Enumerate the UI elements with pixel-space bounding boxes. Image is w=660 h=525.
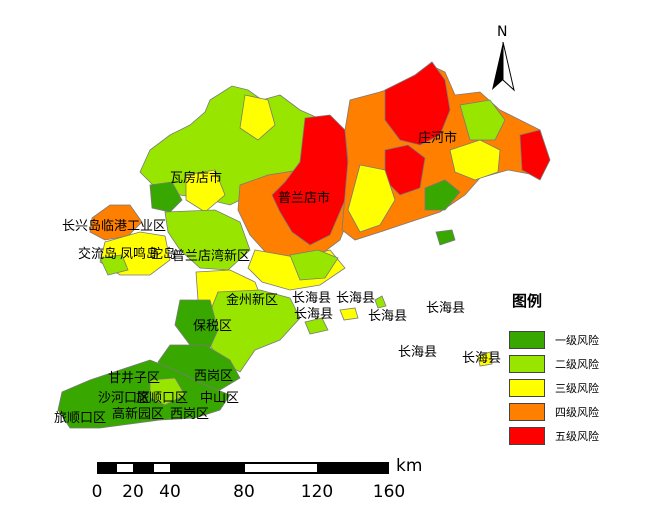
label-pulandianwan: 普兰店湾新区 (172, 248, 250, 264)
place-labels: 庄河市 瓦房店市 普兰店市 长兴岛临港工业区 交流岛 凤鸣岛 驼岛 普兰店湾新区… (54, 130, 501, 426)
island-small-4 (99, 254, 129, 276)
scale-bar-frame (97, 462, 389, 474)
island-small-5 (374, 295, 387, 309)
label-lvshun-2: 旅顺口区 (54, 411, 106, 426)
region-changxing-orange (89, 204, 143, 241)
label-changhai-5: 长海县 (426, 301, 465, 316)
region-wafangdian-green (149, 181, 183, 213)
legend-label: 一级风险 (555, 334, 599, 347)
region-zhuanghe-lime (459, 99, 506, 141)
legend-swatch (509, 331, 545, 349)
label-xigang-2: 西岗区 (170, 407, 209, 422)
scale-bar-seg (245, 464, 317, 472)
label-xigang-1: 西岗区 (194, 369, 233, 384)
island-east (435, 229, 456, 246)
legend-swatch (509, 403, 545, 421)
land-regions (57, 61, 551, 429)
label-changxing: 长兴岛临港工业区 (62, 218, 166, 234)
label-jinzhou: 金州新区 (226, 292, 278, 308)
scale-tick-40: 40 (159, 482, 181, 502)
scale-unit: km (396, 456, 423, 476)
label-changhai-7: 长海县 (462, 351, 501, 366)
legend-label: 五级风险 (555, 430, 599, 443)
label-wafangdian: 瓦房店市 (170, 170, 222, 186)
scale-tick-120: 120 (300, 482, 334, 502)
label-zhuanghe: 庄河市 (418, 130, 457, 146)
scale-tick-80: 80 (233, 482, 255, 502)
scale-bar (97, 462, 389, 474)
label-tuodao: 驼岛 (150, 246, 176, 262)
region-city-green (149, 377, 186, 406)
island-small-1 (304, 317, 329, 335)
label-ganjingzi: 甘井子区 (108, 371, 160, 386)
legend-item: 一级风险 (509, 330, 599, 350)
legend-label: 三级风险 (555, 382, 599, 395)
label-jiaoliu: 交流岛 (78, 246, 117, 262)
legend-item: 四级风险 (509, 402, 599, 422)
north-arrow-icon (492, 42, 515, 92)
legend-swatch (509, 355, 545, 373)
label-baoshui: 保税区 (193, 319, 232, 334)
legend-item: 三级风险 (509, 378, 599, 398)
region-wafangdian-yellow (239, 94, 276, 141)
north-arrow: N (488, 24, 518, 92)
legend-swatch (509, 379, 545, 397)
region-pulandian-green (289, 249, 339, 281)
label-lvshun-1: 旅顺口区 (136, 391, 188, 406)
label-changhai-4: 长海县 (368, 309, 407, 324)
region-zhuanghe-yellow (347, 164, 396, 233)
legend-label: 四级风险 (555, 406, 599, 419)
scale-tick-20: 20 (122, 482, 144, 502)
region-zhuanghe-red (384, 61, 451, 146)
scale-tick-0: 0 (91, 482, 103, 502)
scale-tick-160: 160 (372, 482, 406, 502)
region-wafangdian-yellow2 (185, 169, 226, 213)
legend-swatch (509, 427, 545, 445)
scale-bar-seg (117, 464, 133, 472)
north-label: N (497, 24, 508, 40)
legend-label: 二级风险 (555, 358, 599, 371)
label-gaoxin: 高新园区 (112, 406, 164, 422)
legend-item: 五级风险 (509, 426, 599, 446)
label-fengming: 凤鸣岛 (120, 246, 159, 262)
legend-item: 二级风险 (509, 354, 599, 374)
legend-title: 图例 (512, 292, 543, 310)
label-changhai-3: 长海县 (294, 307, 333, 322)
island-small-2 (339, 307, 359, 321)
region-zhuanghe-red3 (519, 129, 551, 181)
label-changhai-2: 长海县 (336, 291, 375, 306)
region-zhuanghe-green (424, 179, 461, 211)
label-zhongshan: 中山区 (200, 391, 239, 406)
label-changhai-1: 长海县 (292, 291, 331, 306)
islands (99, 229, 493, 367)
island-small-3 (477, 351, 493, 367)
label-changhai-6: 长海县 (398, 345, 437, 360)
scale-bar-seg (154, 464, 170, 472)
label-pulandian: 普兰店市 (278, 190, 330, 206)
label-shahekou: 沙河口区 (98, 391, 150, 406)
region-lvshun (57, 359, 231, 429)
